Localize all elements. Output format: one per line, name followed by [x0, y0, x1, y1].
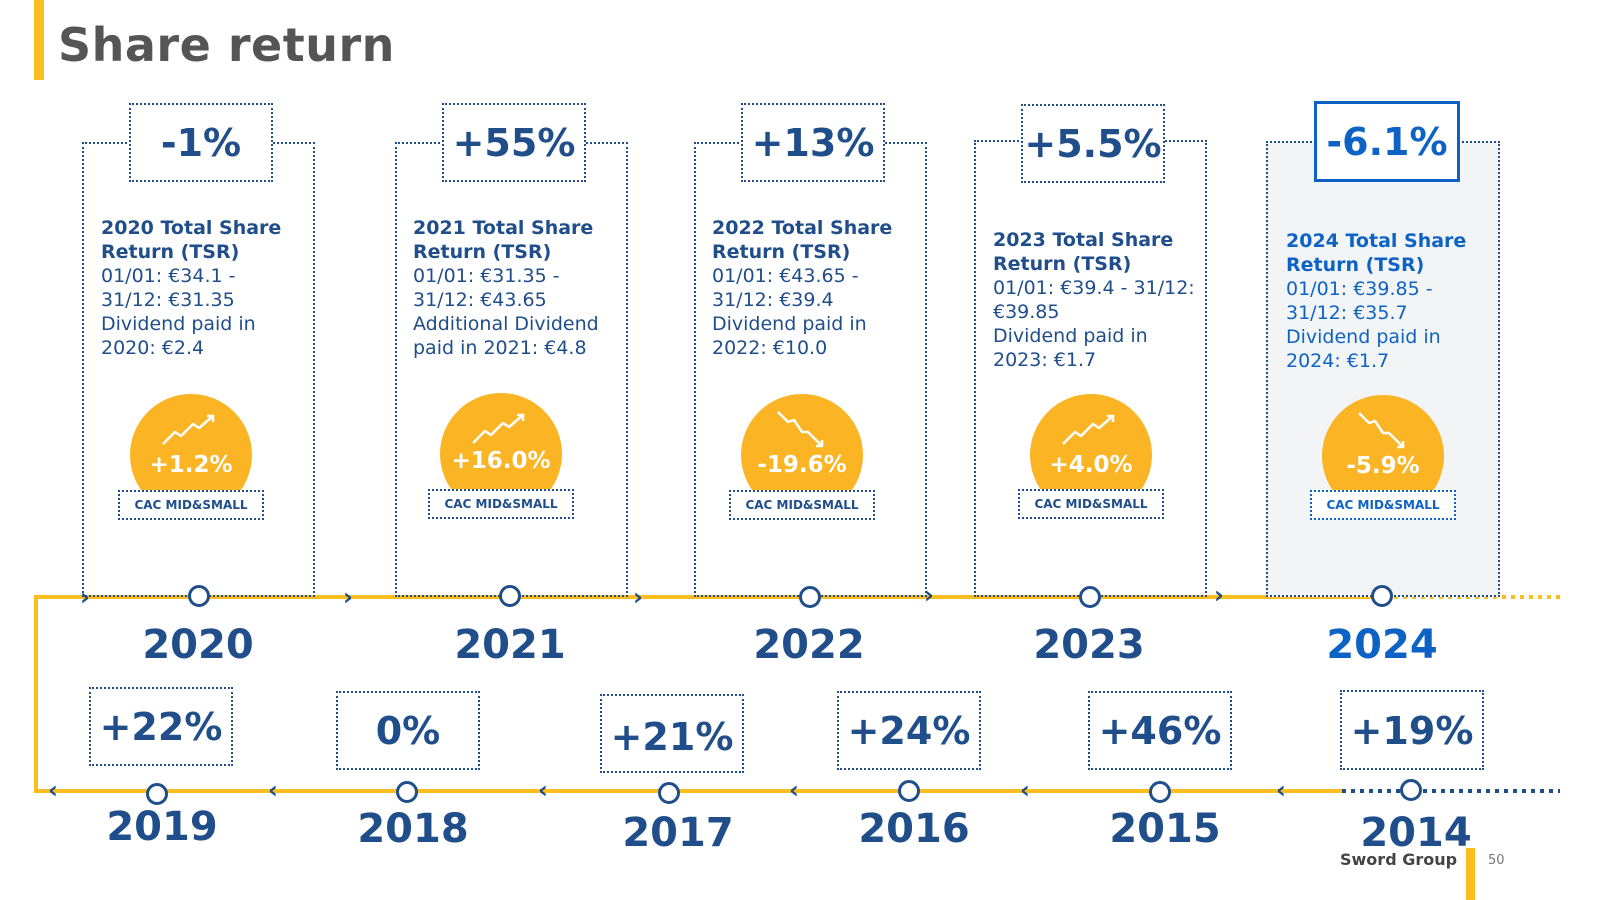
timeline-arrow-left-icon: ‹ — [268, 776, 278, 804]
trend-up-icon — [1062, 414, 1115, 445]
index-return-2020: +1.2% — [149, 452, 233, 478]
timeline-arrow-left-icon: ‹ — [48, 776, 58, 804]
tsr-dividend-2023: Dividend paid in 2023: €1.7 — [993, 325, 1148, 371]
tsr-value-2017: +21% — [600, 694, 744, 773]
index-label-2023: CAC MID&SMALL — [1018, 489, 1164, 519]
index-label-2020: CAC MID&SMALL — [118, 490, 264, 520]
timeline-arrow-left-icon: ‹ — [789, 776, 799, 804]
footer-accent-bar — [1466, 848, 1475, 900]
index-return-2021: +16.0% — [451, 448, 551, 474]
index-label-2021: CAC MID&SMALL — [428, 489, 574, 519]
index-return-2023: +4.0% — [1049, 452, 1133, 478]
timeline-arrow-left-icon: ‹ — [1020, 776, 1030, 804]
tsr-heading-2022: 2022 Total Share Return (TSR) — [712, 217, 893, 263]
tsr-value-2023: +5.5% — [1021, 104, 1165, 183]
year-label-2014: 2014 — [1360, 810, 1472, 856]
timeline-node-2019 — [146, 783, 168, 805]
timeline-node-2015 — [1149, 781, 1171, 803]
timeline-node-2024 — [1371, 585, 1393, 607]
tsr-prices-2024: 01/01: €39.85 - 31/12: €35.7 — [1286, 278, 1433, 324]
timeline-arrow-right-icon: › — [633, 583, 643, 611]
tsr-value-2021: +55% — [442, 103, 586, 182]
tsr-details-2021: 2021 Total Share Return (TSR) 01/01: €31… — [413, 216, 621, 360]
timeline-node-2021 — [499, 585, 521, 607]
tsr-dividend-2024: Dividend paid in 2024: €1.7 — [1286, 326, 1441, 372]
year-label-2015: 2015 — [1109, 806, 1221, 852]
timeline-node-2016 — [898, 780, 920, 802]
index-return-2024: -5.9% — [1346, 453, 1420, 479]
tsr-value-2014: +19% — [1340, 690, 1484, 770]
year-label-2017: 2017 — [622, 810, 734, 856]
tsr-details-2022: 2022 Total Share Return (TSR) 01/01: €43… — [712, 216, 918, 360]
timeline-arrow-right-icon: › — [343, 583, 353, 611]
tsr-value-2018: 0% — [336, 691, 480, 770]
tsr-prices-2023: 01/01: €39.4 - 31/12: €39.85 — [993, 277, 1195, 323]
tsr-value-2019: +22% — [89, 687, 233, 766]
tsr-card-2020 — [82, 142, 315, 597]
timeline-arrow-right-icon: › — [1214, 581, 1224, 609]
timeline-arrow-right-icon: › — [924, 581, 934, 609]
index-return-2022: -19.6% — [757, 452, 847, 478]
tsr-value-2022: +13% — [741, 103, 885, 182]
trend-up-icon — [472, 413, 525, 444]
tsr-heading-2023: 2023 Total Share Return (TSR) — [993, 229, 1174, 275]
tsr-heading-2021: 2021 Total Share Return (TSR) — [413, 217, 594, 263]
tsr-prices-2022: 01/01: €43.65 - 31/12: €39.4 — [712, 265, 859, 311]
index-label-2024: CAC MID&SMALL — [1310, 490, 1456, 520]
tsr-value-2015: +46% — [1088, 691, 1232, 770]
timeline-arrow-left-icon: ‹ — [538, 776, 548, 804]
index-label-2022: CAC MID&SMALL — [729, 490, 875, 520]
year-label-2016: 2016 — [858, 806, 970, 852]
timeline-node-2018 — [396, 781, 418, 803]
tsr-prices-2020: 01/01: €34.1 - 31/12: €31.35 — [101, 265, 236, 311]
tsr-dividend-2022: Dividend paid in 2022: €10.0 — [712, 313, 867, 359]
timeline-node-2023 — [1079, 586, 1101, 608]
timeline-node-2022 — [799, 586, 821, 608]
trend-up-icon — [162, 414, 215, 445]
tsr-card-2021 — [395, 142, 628, 597]
tsr-details-2023: 2023 Total Share Return (TSR) 01/01: €39… — [993, 228, 1199, 372]
year-label-2018: 2018 — [357, 806, 469, 852]
year-label-2020: 2020 — [142, 622, 254, 668]
trend-down-icon — [777, 411, 824, 448]
tsr-heading-2024: 2024 Total Share Return (TSR) — [1286, 230, 1467, 276]
timeline-arrow-right-icon: › — [80, 583, 90, 611]
tsr-prices-2021: 01/01: €31.35 - 31/12: €43.65 — [413, 265, 560, 311]
year-label-2021: 2021 — [454, 622, 566, 668]
timeline-node-2020 — [188, 585, 210, 607]
timeline-arrow-left-icon: ‹ — [1276, 776, 1286, 804]
year-label-2023: 2023 — [1033, 622, 1145, 668]
tsr-card-2022 — [694, 142, 927, 597]
title-accent-bar — [34, 0, 44, 80]
tsr-details-2024: 2024 Total Share Return (TSR) 01/01: €39… — [1286, 229, 1492, 373]
tsr-value-2016: +24% — [837, 691, 981, 770]
page-title: Share return — [58, 18, 395, 72]
page-number: 50 — [1488, 853, 1505, 868]
tsr-value-2024: -6.1% — [1314, 101, 1460, 182]
tsr-details-2020: 2020 Total Share Return (TSR) 01/01: €34… — [101, 216, 301, 360]
trend-down-icon — [1358, 412, 1405, 449]
year-label-2024: 2024 — [1326, 622, 1438, 668]
tsr-heading-2020: 2020 Total Share Return (TSR) — [101, 217, 282, 263]
timeline-node-2017 — [658, 782, 680, 804]
tsr-dividend-2020: Dividend paid in 2020: €2.4 — [101, 313, 256, 359]
footer-brand: Sword Group — [1340, 850, 1458, 869]
timeline-node-2014 — [1400, 779, 1422, 801]
year-label-2022: 2022 — [753, 622, 865, 668]
tsr-dividend-2021: Additional Dividend paid in 2021: €4.8 — [413, 313, 599, 359]
year-label-2019: 2019 — [106, 804, 218, 850]
tsr-value-2020: -1% — [129, 103, 273, 182]
